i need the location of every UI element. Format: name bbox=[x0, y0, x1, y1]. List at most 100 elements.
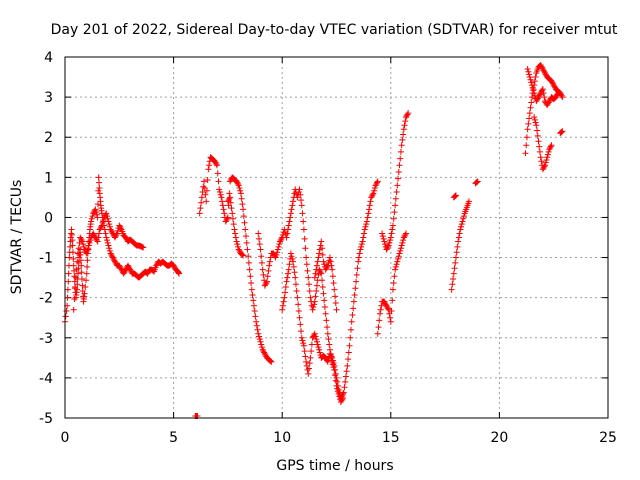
data-point bbox=[232, 230, 239, 237]
data-point bbox=[82, 249, 89, 256]
data-point bbox=[170, 262, 177, 269]
data-point bbox=[303, 254, 310, 261]
data-point bbox=[527, 76, 534, 83]
data-point bbox=[292, 281, 299, 288]
data-point bbox=[97, 225, 104, 232]
data-point bbox=[539, 87, 546, 94]
y-tick-label: 4 bbox=[44, 50, 53, 66]
data-point bbox=[234, 179, 241, 186]
data-point bbox=[532, 74, 539, 81]
data-point bbox=[116, 262, 123, 269]
data-point bbox=[288, 253, 295, 260]
x-tick-label: 25 bbox=[599, 430, 617, 446]
data-point bbox=[243, 233, 249, 240]
data-point bbox=[238, 195, 245, 202]
data-point bbox=[327, 258, 334, 265]
data-point bbox=[117, 265, 124, 272]
data-point bbox=[547, 144, 554, 151]
data-point bbox=[103, 237, 110, 244]
data-point bbox=[98, 223, 105, 230]
data-point bbox=[530, 87, 537, 94]
data-point bbox=[106, 221, 113, 228]
data-point bbox=[316, 346, 323, 353]
data-point bbox=[116, 222, 123, 229]
data-point bbox=[126, 265, 133, 272]
data-point bbox=[342, 378, 349, 385]
data-point bbox=[392, 263, 399, 270]
data-point bbox=[547, 143, 554, 150]
data-point bbox=[109, 253, 116, 260]
data-point bbox=[402, 231, 409, 238]
series-arc3 bbox=[255, 178, 381, 405]
data-point bbox=[171, 263, 178, 270]
data-point bbox=[395, 255, 402, 262]
data-point bbox=[366, 206, 373, 213]
data-point bbox=[334, 382, 341, 389]
data-point bbox=[544, 154, 551, 161]
data-point bbox=[312, 333, 319, 340]
data-point bbox=[96, 179, 103, 186]
data-point bbox=[111, 234, 118, 241]
series-arc3c bbox=[311, 238, 340, 313]
data-point bbox=[401, 233, 408, 240]
data-point bbox=[535, 138, 542, 145]
data-point bbox=[235, 181, 242, 188]
data-point bbox=[396, 250, 403, 257]
data-point bbox=[111, 257, 118, 264]
data-point bbox=[347, 334, 354, 341]
data-point bbox=[465, 198, 472, 205]
data-point bbox=[309, 306, 316, 313]
data-point bbox=[111, 258, 118, 265]
data-point bbox=[394, 182, 401, 189]
data-point bbox=[312, 293, 319, 300]
data-point bbox=[404, 111, 411, 118]
data-point bbox=[397, 148, 404, 155]
data-point bbox=[201, 178, 208, 185]
data-point bbox=[198, 194, 205, 201]
data-point bbox=[368, 193, 375, 200]
data-point bbox=[84, 263, 91, 270]
data-point bbox=[544, 100, 551, 107]
data-point bbox=[332, 377, 339, 384]
data-point bbox=[553, 92, 560, 99]
data-point bbox=[257, 246, 264, 253]
data-point bbox=[533, 98, 540, 105]
data-point bbox=[395, 253, 402, 260]
data-point bbox=[256, 333, 263, 340]
data-point bbox=[78, 269, 85, 276]
data-point bbox=[79, 238, 86, 245]
data-point bbox=[258, 253, 265, 260]
data-point bbox=[203, 198, 210, 205]
data-point bbox=[313, 287, 320, 294]
data-point bbox=[102, 211, 109, 218]
data-point bbox=[295, 301, 302, 308]
data-point bbox=[365, 210, 372, 217]
data-point bbox=[150, 267, 157, 274]
data-point bbox=[377, 306, 384, 313]
data-point bbox=[456, 230, 463, 237]
data-point bbox=[329, 354, 336, 361]
data-point bbox=[356, 250, 363, 257]
data-point bbox=[256, 235, 263, 242]
data-point bbox=[383, 302, 390, 309]
data-point bbox=[93, 237, 100, 244]
data-point bbox=[298, 334, 305, 341]
data-point bbox=[69, 249, 76, 256]
data-point bbox=[329, 273, 336, 280]
data-point bbox=[320, 258, 327, 265]
data-point bbox=[539, 166, 546, 173]
data-point bbox=[373, 181, 380, 188]
series-arc4 bbox=[374, 230, 410, 337]
data-point bbox=[319, 277, 326, 284]
data-point bbox=[263, 279, 270, 286]
series-arc6b bbox=[524, 66, 562, 109]
data-point bbox=[293, 287, 300, 294]
data-point bbox=[63, 308, 70, 315]
data-point bbox=[540, 67, 547, 74]
data-point bbox=[527, 104, 534, 111]
series-arc2b bbox=[224, 194, 247, 259]
data-point bbox=[331, 362, 338, 369]
data-point bbox=[262, 352, 269, 359]
data-point bbox=[401, 122, 408, 129]
data-point bbox=[310, 304, 317, 311]
